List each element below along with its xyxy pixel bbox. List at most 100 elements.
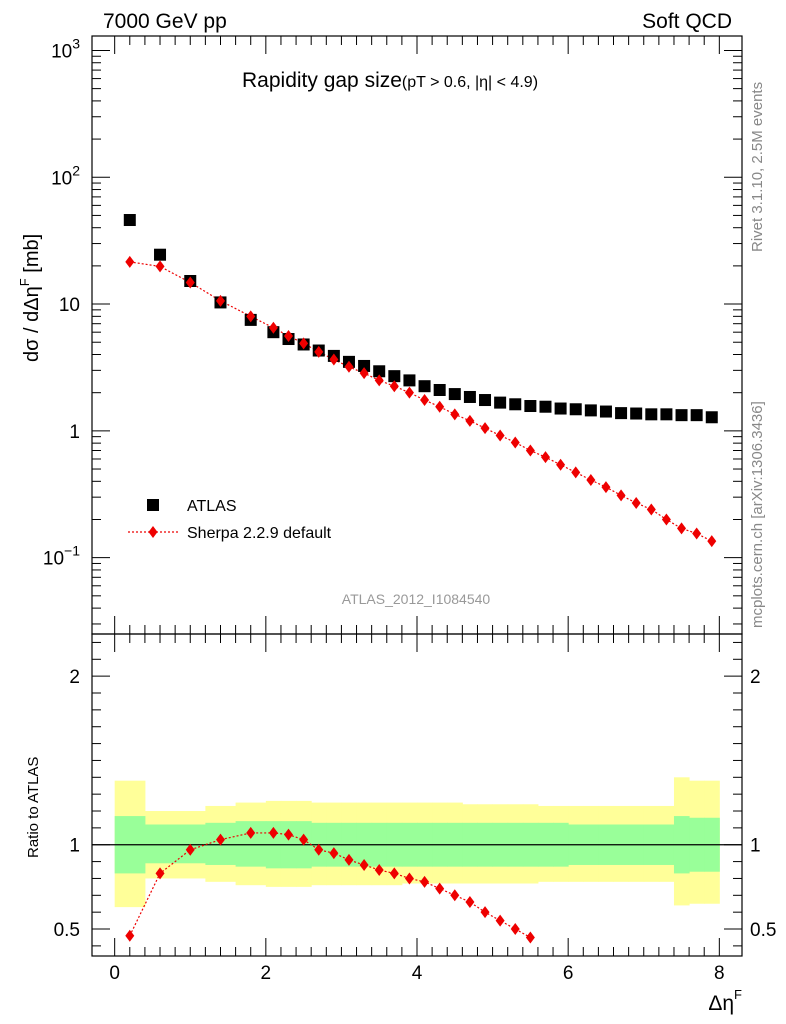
sherpa-point	[344, 360, 354, 373]
x-tick-label: 2	[261, 963, 272, 984]
sherpa-point	[420, 394, 430, 407]
main-y-axis-label-unit: [mb]	[21, 234, 43, 278]
sherpa-point	[661, 513, 671, 526]
main-y-tick-label-exp: −1	[64, 543, 80, 559]
atlas-point	[509, 398, 522, 411]
sherpa-point	[389, 380, 399, 393]
atlas-point	[675, 409, 688, 422]
sherpa-ratio-point	[480, 906, 490, 919]
atlas-point	[388, 370, 401, 383]
chart-title-main: Rapidity gap size	[242, 69, 402, 92]
ratio-y-tick-label-right: 1	[750, 836, 761, 857]
main-y-tick-label: 103	[51, 35, 80, 62]
atlas-point	[154, 248, 167, 261]
atlas-point	[660, 408, 673, 421]
sherpa-ratio-point	[374, 864, 384, 877]
atlas-point	[494, 396, 507, 409]
sherpa-ratio-point	[404, 872, 414, 885]
ratio-y-tick-label-left: 2	[69, 667, 80, 688]
mcplots-label: mcplots.cern.ch [arXiv:1306.3436]	[749, 401, 766, 628]
sherpa-point	[268, 321, 278, 334]
main-y-tick-label: 1	[69, 422, 80, 443]
sherpa-point	[616, 489, 626, 502]
ratio-band-inner	[175, 824, 206, 864]
main-y-axis-label-sup: F	[17, 278, 32, 286]
atlas-point	[584, 404, 597, 417]
legend: ATLAS Sherpa 2.2.9 default	[128, 498, 332, 542]
sherpa-ratio-point	[284, 828, 294, 841]
main-y-tick-label-base: 10	[51, 41, 72, 62]
x-tick-label: 8	[714, 963, 725, 984]
main-y-tick-label: 10	[59, 295, 80, 316]
atlas-point	[433, 383, 446, 396]
main-y-axis-label: dσ / dΔηF [mb]	[17, 234, 43, 362]
x-tick-label: 0	[109, 963, 120, 984]
analysis-id-label: ATLAS_2012_I1084540	[342, 591, 491, 607]
sherpa-ratio-point	[344, 853, 354, 866]
ratio-curve-group	[125, 826, 535, 944]
sherpa-point	[480, 422, 490, 435]
atlas-point	[645, 408, 658, 421]
sherpa-ratio-point	[329, 847, 339, 860]
atlas-point	[705, 411, 718, 424]
sherpa-ratio-point	[359, 858, 369, 871]
sherpa-point	[556, 458, 566, 471]
sherpa-ratio-point	[389, 867, 399, 880]
sherpa-ratio-point	[215, 833, 225, 846]
sherpa-ratio-point	[525, 931, 535, 944]
sherpa-point	[571, 466, 581, 479]
sherpa-ratio-point	[246, 826, 256, 839]
sherpa-ratio-point	[125, 929, 135, 942]
x-tick-label: 4	[412, 963, 423, 984]
ratio-y-tick-label-left: 1	[69, 836, 80, 857]
sherpa-point	[495, 429, 505, 442]
main-y-tick-label: 10−1	[43, 543, 80, 570]
legend-sherpa-marker	[148, 526, 158, 538]
atlas-point	[524, 400, 537, 413]
sherpa-ratio-point	[435, 882, 445, 895]
main-y-tick-label-base: 10	[59, 295, 80, 316]
main-y-tick-label: 102	[51, 162, 80, 189]
main-y-tick-label-exp: 3	[72, 35, 80, 51]
sherpa-point	[404, 386, 414, 399]
ratio-y-tick-label-right: 0.5	[750, 920, 776, 941]
sherpa-point	[692, 527, 702, 540]
header-right-label: Soft QCD	[642, 10, 732, 33]
sherpa-point	[314, 345, 324, 358]
header-left-label: 7000 GeV pp	[103, 10, 227, 33]
sherpa-point	[246, 310, 256, 323]
main-panel-frame	[91, 35, 743, 635]
sherpa-point	[646, 503, 656, 516]
sherpa-point	[631, 496, 641, 509]
chart-title: Rapidity gap size(pT > 0.6, |η| < 4.9)	[242, 69, 538, 92]
x-axis-label-text: Δη	[708, 992, 734, 1015]
main-y-tick-label-base: 10	[51, 168, 72, 189]
legend-atlas-label: ATLAS	[187, 498, 237, 515]
legend-atlas-marker	[147, 499, 159, 511]
atlas-point	[569, 403, 582, 416]
atlas-point	[358, 359, 371, 372]
sherpa-point	[510, 436, 520, 449]
sherpa-ratio-point	[450, 889, 460, 902]
x-axis-label-sup: F	[734, 987, 742, 1002]
atlas-point	[418, 380, 431, 393]
ratio-y-tick-label-left: 0.5	[54, 920, 80, 941]
sherpa-point	[284, 329, 294, 342]
atlas-point	[630, 407, 643, 420]
chart-title-sub: (pT > 0.6, |η| < 4.9)	[402, 74, 538, 91]
sherpa-point	[601, 481, 611, 494]
atlas-point	[539, 400, 552, 413]
atlas-point	[479, 394, 492, 407]
sherpa-point	[215, 294, 225, 307]
atlas-point	[615, 407, 628, 420]
sherpa-ratio-point	[495, 914, 505, 927]
sherpa-point	[359, 367, 369, 380]
ratio-plot-area: 0.5 0.5 1 1 2 2 0 2 4 6 8	[54, 634, 776, 984]
sherpa-ratio-point	[314, 843, 324, 856]
sherpa-point	[465, 414, 475, 427]
atlas-point	[403, 374, 416, 387]
sherpa-point	[329, 353, 339, 366]
sherpa-ratio-point	[155, 867, 165, 880]
